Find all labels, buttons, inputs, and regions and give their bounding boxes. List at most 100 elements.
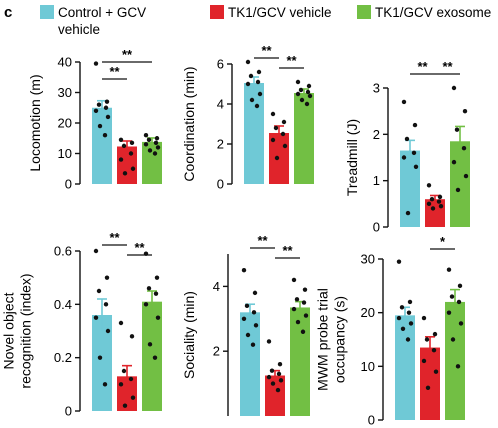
bar-control xyxy=(244,83,264,184)
y-tick-label: 0 xyxy=(65,177,72,192)
data-point-vehicle xyxy=(270,137,276,143)
data-point-exosome xyxy=(295,79,301,85)
data-point-vehicle xyxy=(430,206,436,211)
data-point-vehicle xyxy=(118,157,124,162)
data-point-exosome xyxy=(462,108,468,114)
y-tick-label: 4 xyxy=(213,279,220,294)
data-point-vehicle xyxy=(429,197,435,202)
y-tick-label: 10 xyxy=(361,359,375,374)
data-point-vehicle xyxy=(121,368,127,374)
y-tick-label: 30 xyxy=(361,252,375,267)
data-point-control xyxy=(245,332,251,338)
bar-vehicle xyxy=(420,347,440,420)
data-point-exosome xyxy=(446,310,452,315)
data-point-exosome xyxy=(154,136,160,141)
data-point-exosome xyxy=(152,151,158,156)
data-point-exosome xyxy=(306,83,312,89)
data-point-control xyxy=(256,69,262,75)
data-point-vehicle xyxy=(282,143,288,149)
data-point-vehicle xyxy=(130,166,136,171)
data-point-control xyxy=(97,355,103,360)
data-point-control xyxy=(93,315,99,320)
data-point-exosome xyxy=(147,148,153,153)
data-point-exosome xyxy=(153,291,159,296)
data-point-control xyxy=(252,290,258,296)
data-point-exosome xyxy=(291,277,297,283)
data-point-exosome xyxy=(455,364,461,369)
bar-control xyxy=(395,315,415,420)
data-point-exosome xyxy=(152,355,158,360)
y-tick-label: 0.6 xyxy=(54,244,72,259)
data-point-control xyxy=(104,275,110,280)
y-tick-label: 0.2 xyxy=(54,350,72,365)
significance-label: ** xyxy=(417,59,428,74)
data-point-control xyxy=(244,303,250,309)
data-point-vehicle xyxy=(129,334,135,339)
significance-label: ** xyxy=(134,240,145,255)
data-point-exosome xyxy=(300,329,306,334)
chart-4: 0 0.2 0.4 0.6 Novel object recognition (index… xyxy=(1,230,162,419)
data-point-vehicle xyxy=(438,203,444,209)
data-point-exosome xyxy=(302,287,308,292)
y-tick-label: 2 xyxy=(213,344,220,359)
data-point-vehicle xyxy=(118,382,124,387)
data-point-exosome xyxy=(455,187,461,193)
significance-label: ** xyxy=(261,43,272,58)
data-point-control xyxy=(102,382,108,387)
y-tick-label: 10 xyxy=(58,146,72,161)
bar-exosome xyxy=(142,141,162,184)
y-tick-label: 2 xyxy=(217,137,224,152)
bar-control xyxy=(92,107,112,184)
y-tick-label: 30 xyxy=(58,85,72,100)
data-point-control xyxy=(93,108,99,114)
data-point-control xyxy=(405,210,411,216)
data-point-exosome xyxy=(456,299,462,305)
data-point-vehicle xyxy=(118,320,124,326)
data-point-exosome xyxy=(461,146,467,151)
y-axis-label: occupancy (s) xyxy=(332,296,348,383)
y-tick-label: 0 xyxy=(217,177,224,192)
data-point-vehicle xyxy=(424,337,430,342)
data-point-control xyxy=(405,337,411,342)
data-point-exosome xyxy=(299,97,305,103)
data-point-exosome xyxy=(446,267,452,272)
data-point-control xyxy=(254,103,260,109)
bar-control xyxy=(92,315,112,411)
bar-exosome xyxy=(294,93,314,184)
data-point-vehicle xyxy=(426,201,432,207)
data-point-vehicle xyxy=(436,199,442,204)
data-point-control xyxy=(96,288,102,294)
data-point-vehicle xyxy=(129,140,135,146)
y-axis-label: MWM probe trial xyxy=(315,288,331,391)
data-point-exosome xyxy=(146,286,152,291)
data-point-vehicle xyxy=(128,376,134,382)
bar-control xyxy=(240,312,260,416)
y-tick-label: 0 xyxy=(373,220,380,235)
data-point-control xyxy=(411,150,417,156)
data-point-vehicle xyxy=(122,171,128,176)
data-point-control xyxy=(253,323,259,328)
y-tick-label: 0.4 xyxy=(54,297,72,312)
data-point-control xyxy=(251,310,257,315)
significance-label: * xyxy=(440,234,446,249)
data-point-vehicle xyxy=(432,331,438,337)
data-point-exosome xyxy=(294,297,300,302)
y-axis-label: Coordination (min) xyxy=(181,66,197,181)
data-point-exosome xyxy=(143,302,149,307)
data-point-control xyxy=(396,259,402,264)
data-point-vehicle xyxy=(277,361,283,367)
data-point-control xyxy=(406,310,412,315)
data-point-control xyxy=(105,114,111,120)
legend-swatch-vehicle xyxy=(210,5,224,19)
legend-label-vehicle: TK1/GCV vehicle xyxy=(228,5,332,20)
bar-exosome xyxy=(142,301,162,411)
chart-2: 0 2 4 6 Coordination (min) ** ** xyxy=(181,43,314,192)
significance-label: ** xyxy=(109,64,120,79)
data-point-exosome xyxy=(295,319,301,325)
panel-letter: c xyxy=(4,4,12,21)
y-tick-label: 0 xyxy=(368,413,375,428)
significance-label: ** xyxy=(286,53,297,68)
data-point-control xyxy=(401,155,407,160)
bar-vehicle xyxy=(265,375,285,416)
legend-swatch-exosome xyxy=(357,5,371,19)
